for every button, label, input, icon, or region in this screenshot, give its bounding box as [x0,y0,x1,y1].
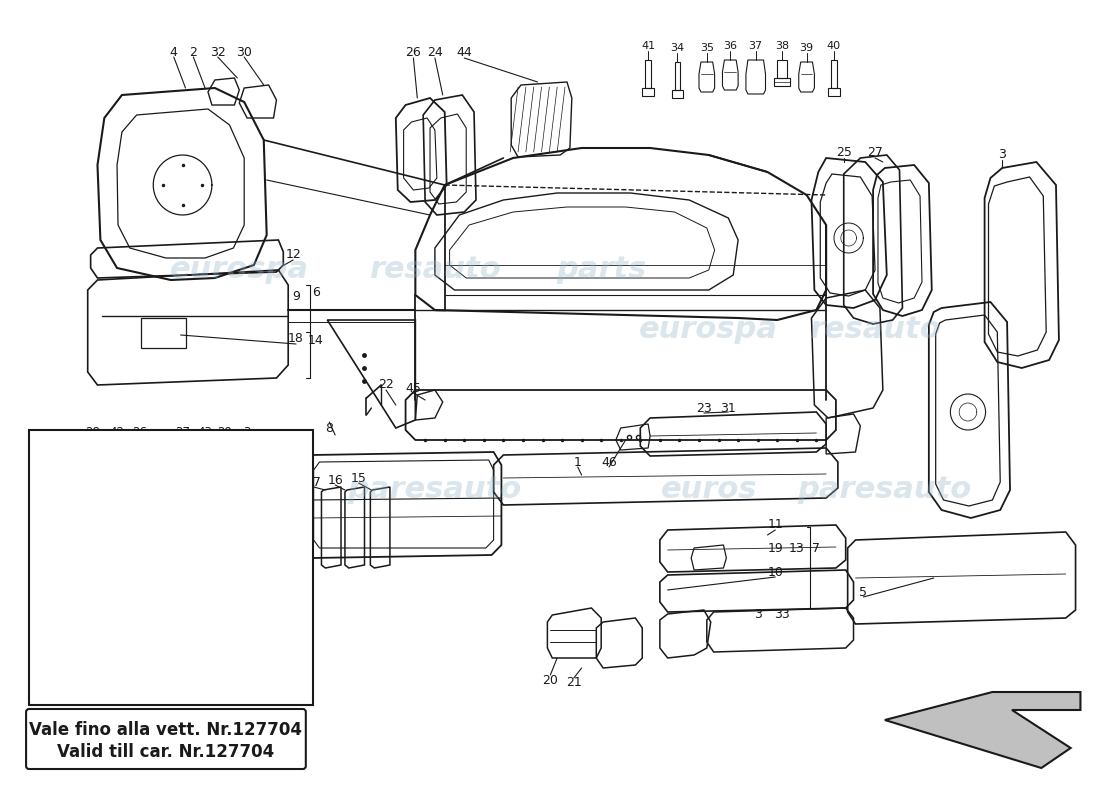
FancyBboxPatch shape [26,709,306,769]
Text: 4: 4 [169,46,178,58]
Text: 7: 7 [813,542,821,554]
Text: 1: 1 [574,455,582,469]
Text: paresauto: paresauto [348,475,522,505]
Text: Vale fino alla vett. Nr.127704: Vale fino alla vett. Nr.127704 [30,721,302,739]
Text: 3: 3 [999,149,1007,162]
Text: 41: 41 [641,41,656,51]
Text: eurospa: eurospa [169,255,309,285]
Text: 6: 6 [311,286,319,298]
Text: 19: 19 [768,542,783,554]
Text: 30: 30 [236,46,252,58]
Text: Valid till car. Nr.127704: Valid till car. Nr.127704 [57,743,275,761]
Text: 10: 10 [768,566,783,578]
Text: 17: 17 [306,475,321,489]
Text: resauto: resauto [810,315,940,345]
Text: paresauto: paresauto [798,475,972,505]
Text: 27: 27 [175,426,190,438]
Text: 38: 38 [776,41,789,51]
Text: 39: 39 [800,43,814,53]
Text: 45: 45 [406,382,421,394]
Text: 32: 32 [210,46,225,58]
Text: 5: 5 [859,586,867,598]
Text: 28: 28 [85,426,100,438]
Text: eurospa: eurospa [639,315,779,345]
Text: 3: 3 [754,609,761,622]
Text: eurospa: eurospa [169,255,309,285]
Text: 16: 16 [328,474,343,486]
Polygon shape [884,692,1080,768]
Text: 35: 35 [700,43,714,53]
Text: 34: 34 [670,43,684,53]
Text: 26: 26 [132,426,147,438]
Text: 11: 11 [768,518,783,531]
Text: 42: 42 [110,426,124,438]
Text: 18: 18 [288,331,304,345]
Text: euros: euros [172,475,268,505]
Polygon shape [32,598,122,648]
Text: 20: 20 [542,674,559,686]
Text: 43: 43 [198,426,212,438]
Text: 23: 23 [696,402,712,414]
Text: 22: 22 [378,378,394,391]
Text: 24: 24 [427,46,443,58]
Text: euros: euros [660,475,757,505]
Text: 2: 2 [189,46,197,58]
Text: 36: 36 [724,41,737,51]
Text: 25: 25 [836,146,851,158]
Bar [29,430,312,705]
Text: 14: 14 [308,334,323,346]
Text: 8: 8 [326,422,333,434]
Text: 31: 31 [720,402,736,414]
Text: 9: 9 [293,290,300,303]
Text: 37: 37 [749,41,762,51]
Text: euros: euros [172,475,268,505]
Text: 15: 15 [351,471,366,485]
Text: resauto: resauto [810,315,940,345]
Text: 27: 27 [867,146,883,158]
Text: 46: 46 [601,455,617,469]
Text: paresauto: paresauto [348,475,522,505]
Text: 12: 12 [285,249,301,262]
Text: 26: 26 [406,46,421,58]
Text: 29: 29 [217,426,232,438]
Text: eurospa: eurospa [639,315,779,345]
Text: 2: 2 [35,429,43,442]
Text: parts: parts [557,255,647,285]
Text: euros: euros [660,475,757,505]
Text: 40: 40 [827,41,842,51]
Text: resauto: resauto [368,255,500,285]
Text: parts: parts [557,255,647,285]
Text: paresauto: paresauto [798,475,972,505]
Text: 44: 44 [456,46,472,58]
Text: 33: 33 [774,609,790,622]
Text: 3: 3 [243,426,251,438]
Text: resauto: resauto [368,255,500,285]
Text: 13: 13 [789,542,805,554]
Text: 21: 21 [565,677,582,690]
